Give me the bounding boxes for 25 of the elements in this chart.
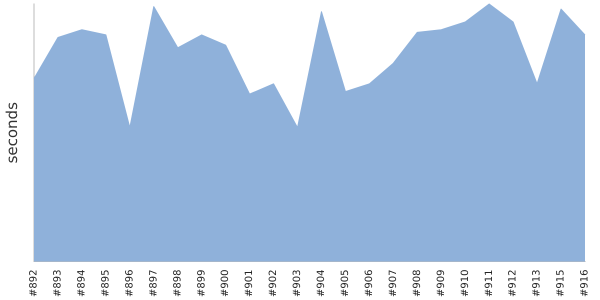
x-tick-label: #913 [532,270,543,298]
y-axis-title: seconds [2,102,21,164]
x-tick-label: #915 [556,270,567,298]
x-tick-label: #892 [28,270,40,298]
x-tick-label: #916 [580,270,591,298]
x-tick-label: #905 [340,270,352,298]
x-tick-label: #908 [412,270,423,298]
x-tick-label: #893 [52,270,64,298]
x-tick-label: #903 [292,270,304,298]
x-tick-label: #911 [484,270,495,298]
x-tick-label: #898 [172,270,184,298]
x-tick-label: #901 [244,270,256,298]
x-tick-label: #907 [388,270,399,298]
x-tick-label: #894 [76,270,88,298]
x-tick-label: #910 [460,270,471,298]
x-tick-label: #912 [508,270,519,298]
x-tick-label: #904 [316,270,328,298]
x-tick-label: #896 [124,270,136,298]
x-tick-label: #906 [364,270,375,298]
x-tick-label: #902 [268,270,280,298]
x-tick-label: #897 [148,270,160,298]
x-tick-label: #909 [436,270,447,298]
x-tick-label: #899 [196,270,208,298]
x-tick-label: #895 [100,270,112,298]
x-tick-label: #900 [220,270,232,298]
